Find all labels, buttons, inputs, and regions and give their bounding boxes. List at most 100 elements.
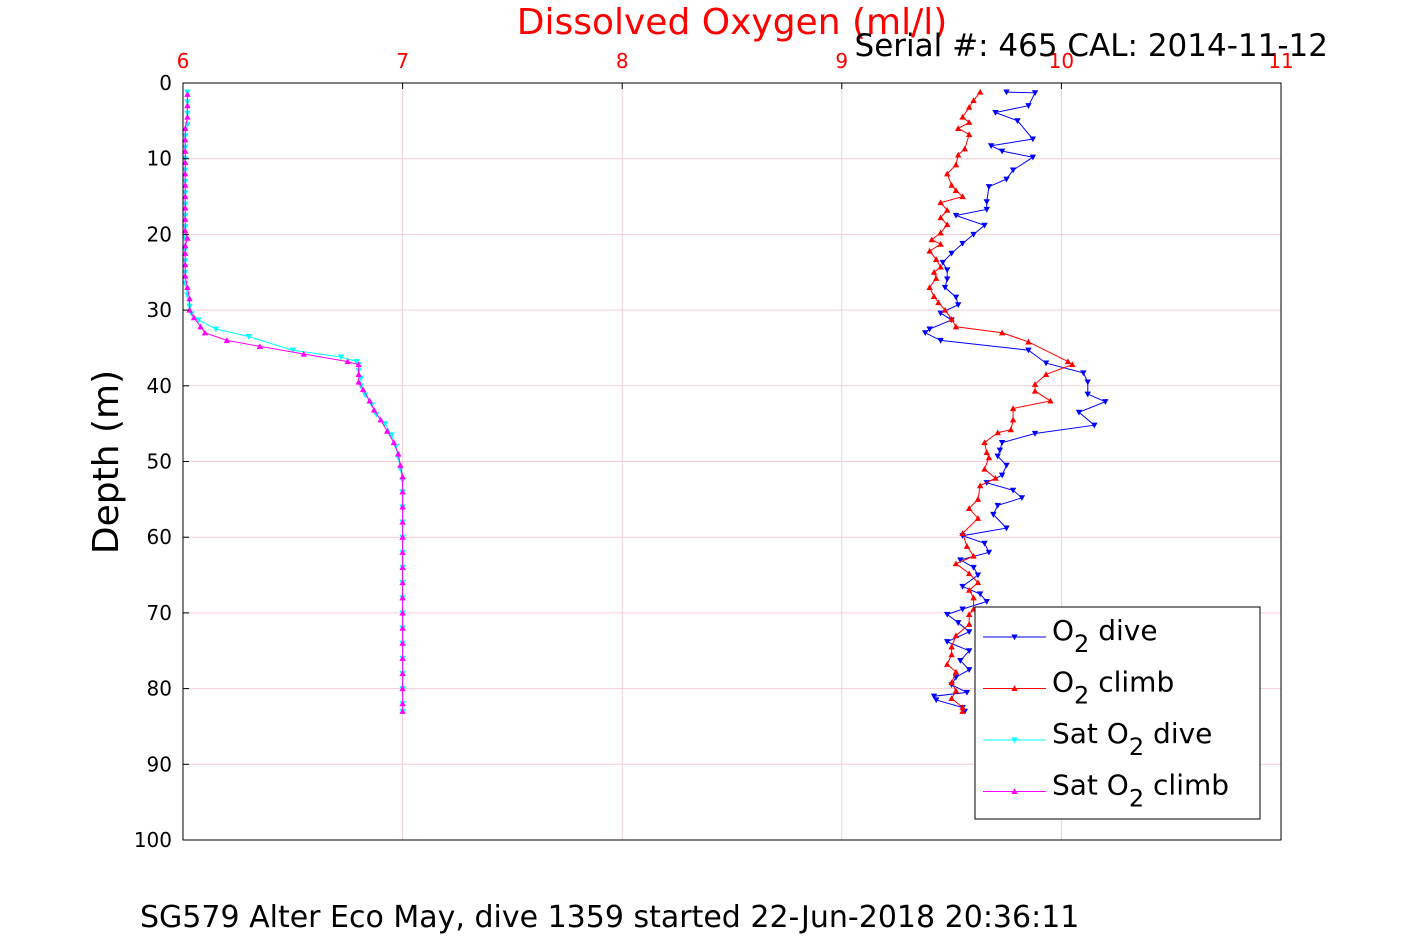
data-point bbox=[965, 621, 973, 627]
data-point bbox=[970, 552, 977, 559]
data-point bbox=[981, 540, 988, 547]
data-point bbox=[970, 594, 977, 601]
data-point bbox=[970, 97, 977, 103]
data-point bbox=[948, 643, 955, 650]
data-point bbox=[959, 113, 966, 120]
serial-calibration-label: Serial #: 465 CAL: 2014-11-12 bbox=[855, 28, 1328, 64]
y-tick-label: 60 bbox=[147, 525, 172, 549]
data-point bbox=[1064, 358, 1072, 365]
legend-entry: Sat O2 climb bbox=[983, 769, 1229, 813]
data-point bbox=[377, 416, 384, 423]
data-point bbox=[212, 326, 220, 333]
data-point bbox=[300, 350, 307, 357]
data-point bbox=[1025, 103, 1032, 109]
data-point bbox=[197, 323, 204, 330]
data-point bbox=[399, 518, 406, 525]
data-point bbox=[256, 343, 264, 349]
data-point bbox=[201, 329, 209, 336]
legend-marker bbox=[1011, 685, 1018, 692]
data-point bbox=[959, 193, 966, 200]
data-point bbox=[994, 453, 1001, 460]
data-point bbox=[998, 148, 1006, 155]
data-point bbox=[399, 639, 406, 646]
data-point bbox=[181, 261, 189, 268]
data-point bbox=[941, 284, 949, 291]
data-point bbox=[998, 472, 1006, 479]
x-tick-label: 9 bbox=[835, 49, 848, 73]
x-tick-label: 11 bbox=[1268, 49, 1293, 73]
data-point bbox=[181, 159, 189, 166]
data-point bbox=[987, 143, 995, 150]
data-point bbox=[184, 234, 191, 241]
data-point bbox=[937, 337, 944, 344]
data-point bbox=[1025, 338, 1032, 345]
data-point bbox=[965, 586, 973, 593]
data-point bbox=[994, 502, 1001, 509]
data-point bbox=[1009, 167, 1017, 174]
data-point bbox=[959, 583, 966, 590]
data-point bbox=[970, 564, 977, 571]
data-point bbox=[965, 119, 973, 125]
data-point bbox=[399, 503, 406, 510]
data-point bbox=[974, 515, 982, 521]
data-point bbox=[944, 276, 951, 283]
data-point bbox=[1042, 360, 1050, 367]
y-tick-label: 80 bbox=[147, 677, 172, 701]
data-point bbox=[355, 371, 362, 378]
legend-label: Sat O2 climb bbox=[1052, 769, 1229, 813]
data-point bbox=[970, 231, 977, 238]
data-point bbox=[397, 462, 404, 468]
data-point bbox=[181, 242, 189, 249]
data-point bbox=[992, 109, 999, 116]
data-point bbox=[928, 236, 936, 243]
data-point bbox=[181, 147, 189, 154]
data-point bbox=[181, 170, 189, 177]
data-point bbox=[985, 184, 993, 190]
data-point bbox=[974, 572, 982, 579]
series-o2-dive bbox=[922, 89, 1109, 715]
y-tick-label: 20 bbox=[147, 222, 172, 246]
data-point bbox=[399, 700, 406, 707]
legend-entry: Sat O2 dive bbox=[983, 717, 1212, 761]
data-point bbox=[1009, 416, 1017, 423]
data-point bbox=[933, 697, 940, 704]
data-point bbox=[1102, 399, 1109, 405]
data-point bbox=[399, 594, 406, 601]
x-axis-ticks: 6 7 8 9 10 11 bbox=[177, 49, 1294, 89]
data-point bbox=[952, 687, 960, 694]
data-point bbox=[195, 317, 202, 324]
data-point bbox=[965, 570, 973, 577]
data-point bbox=[1003, 89, 1010, 96]
data-point bbox=[983, 598, 990, 605]
data-point bbox=[974, 579, 982, 586]
data-point bbox=[1075, 409, 1083, 416]
data-point bbox=[983, 199, 990, 206]
data-point bbox=[937, 214, 944, 221]
data-point bbox=[223, 337, 231, 343]
legend-marker bbox=[1011, 634, 1018, 641]
data-point bbox=[1029, 154, 1037, 161]
data-point bbox=[181, 227, 189, 234]
data-point bbox=[381, 421, 389, 427]
data-point bbox=[399, 655, 406, 661]
grid bbox=[182, 82, 1282, 841]
data-point bbox=[948, 679, 955, 686]
data-point bbox=[959, 708, 966, 714]
data-point bbox=[355, 378, 362, 385]
data-point bbox=[181, 125, 189, 131]
data-point bbox=[948, 695, 955, 702]
data-point bbox=[926, 247, 933, 254]
data-point bbox=[976, 482, 984, 489]
data-point bbox=[181, 204, 189, 211]
legend-label: Sat O2 dive bbox=[1052, 717, 1212, 761]
data-point bbox=[998, 440, 1006, 446]
data-point bbox=[399, 564, 406, 571]
data-point bbox=[395, 450, 402, 457]
data-point bbox=[983, 449, 990, 455]
data-point bbox=[959, 606, 966, 613]
data-point bbox=[937, 263, 944, 270]
series-sat-o2-climb bbox=[181, 91, 406, 714]
data-point bbox=[1014, 118, 1021, 125]
data-point bbox=[965, 104, 973, 110]
data-point bbox=[1047, 397, 1054, 404]
